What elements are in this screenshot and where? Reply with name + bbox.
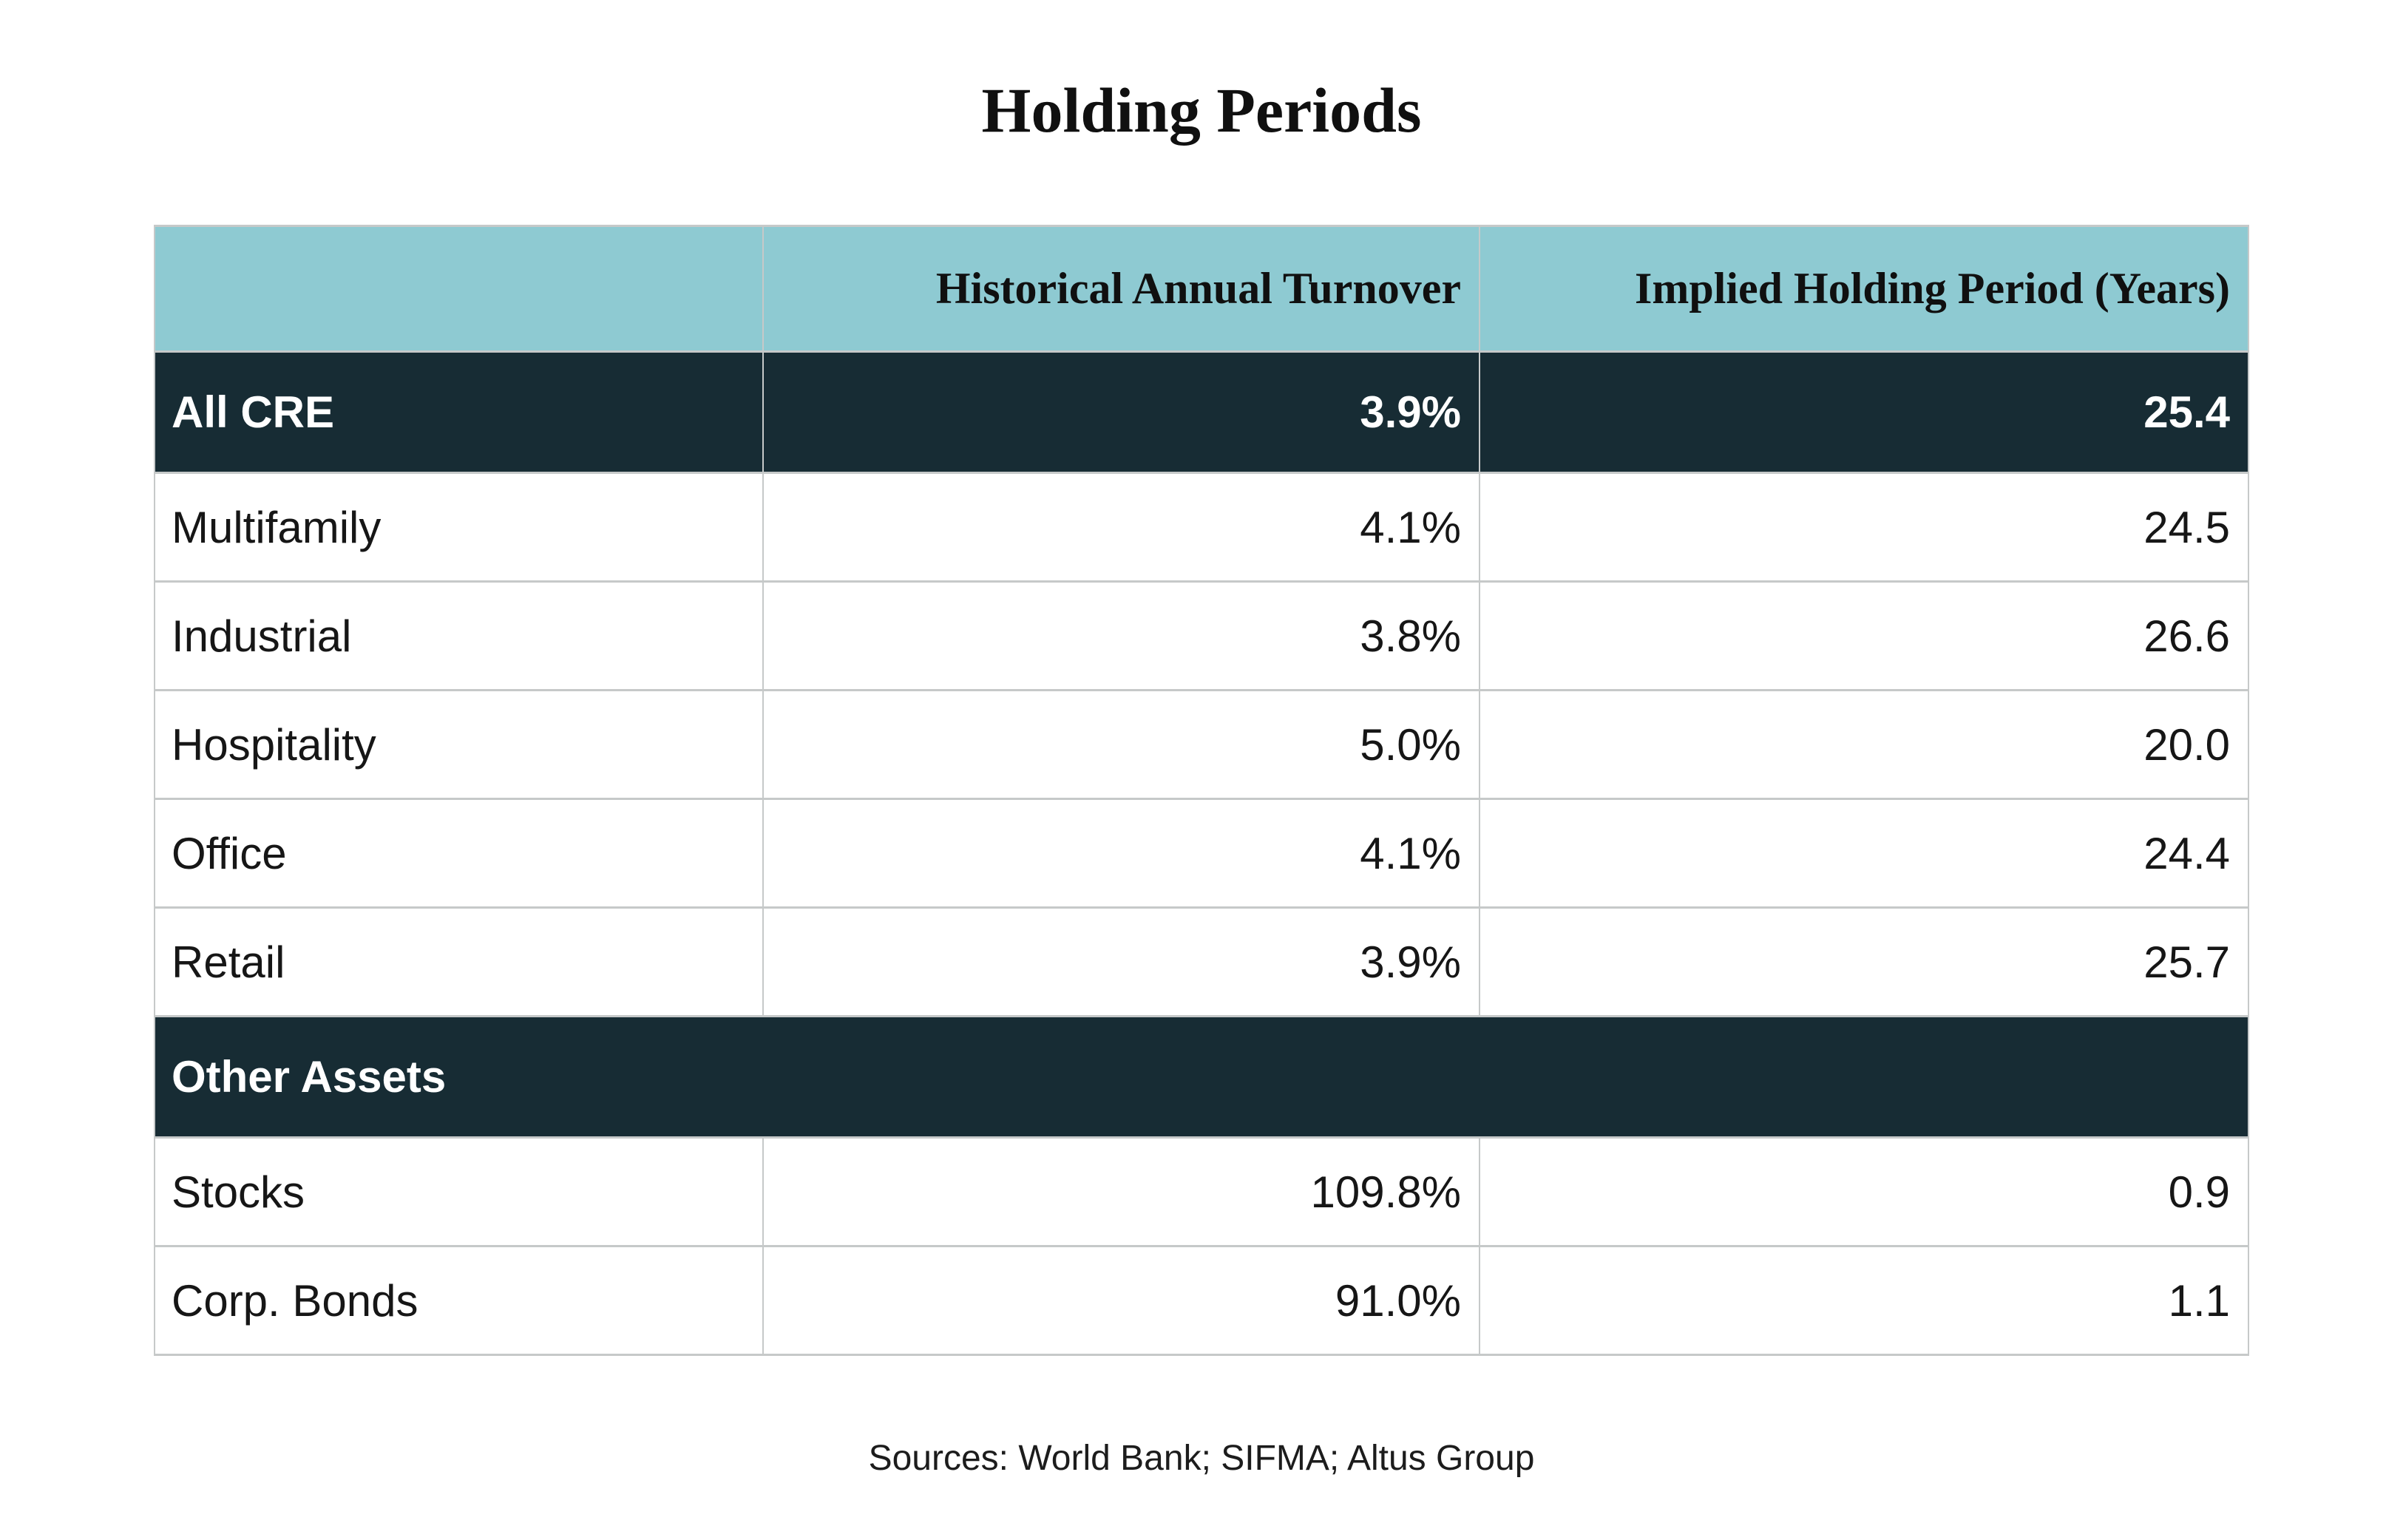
row-label: Retail [154,906,764,1017]
table-row-corp-bonds: Corp. Bonds 91.0% 1.1 [154,1245,2249,1356]
holding-period-value: 20.0 [1479,689,2249,800]
header-cell-blank [154,225,764,353]
table-row-stocks: Stocks 109.8% 0.9 [154,1136,2249,1247]
table-row-retail: Retail 3.9% 25.7 [154,906,2249,1017]
holding-period-value: 24.5 [1479,472,2249,583]
holding-period-value: 0.9 [1479,1136,2249,1247]
turnover-value: 3.9% [762,350,1480,474]
table-row-office: Office 4.1% 24.4 [154,798,2249,909]
row-label: Multifamily [154,472,764,583]
holding-period-value: 1.1 [1479,1245,2249,1356]
source-note: Sources: World Bank; SIFMA; Altus Group [868,1439,1535,1478]
table-row-all-cre: All CRE 3.9% 25.4 [154,350,2249,474]
table-row-industrial: Industrial 3.8% 26.6 [154,580,2249,691]
turnover-value: 91.0% [762,1245,1480,1356]
row-label: Stocks [154,1136,764,1247]
turnover-value: 4.1% [762,798,1480,909]
holding-period-value: 24.4 [1479,798,2249,909]
holding-period-value: 25.4 [1479,350,2249,474]
row-label: Hospitality [154,689,764,800]
turnover-value: 3.9% [762,906,1480,1017]
section-label: Other Assets [154,1015,2249,1139]
table-header-row: Historical Annual Turnover Implied Holdi… [154,225,2249,353]
row-label: Corp. Bonds [154,1245,764,1356]
row-label: All CRE [154,350,764,474]
holding-periods-table: Historical Annual Turnover Implied Holdi… [154,225,2249,1356]
turnover-value: 5.0% [762,689,1480,800]
table-row-multifamily: Multifamily 4.1% 24.5 [154,472,2249,583]
row-label: Office [154,798,764,909]
holding-period-value: 25.7 [1479,906,2249,1017]
holding-period-value: 26.6 [1479,580,2249,691]
table-row-hospitality: Hospitality 5.0% 20.0 [154,689,2249,800]
header-cell-turnover: Historical Annual Turnover [762,225,1480,353]
header-cell-holding-period: Implied Holding Period (Years) [1479,225,2249,353]
turnover-value: 3.8% [762,580,1480,691]
turnover-value: 4.1% [762,472,1480,583]
row-label: Industrial [154,580,764,691]
page-title: Holding Periods [981,75,1422,146]
table-section-row-other-assets: Other Assets [154,1015,2249,1139]
turnover-value: 109.8% [762,1136,1480,1247]
